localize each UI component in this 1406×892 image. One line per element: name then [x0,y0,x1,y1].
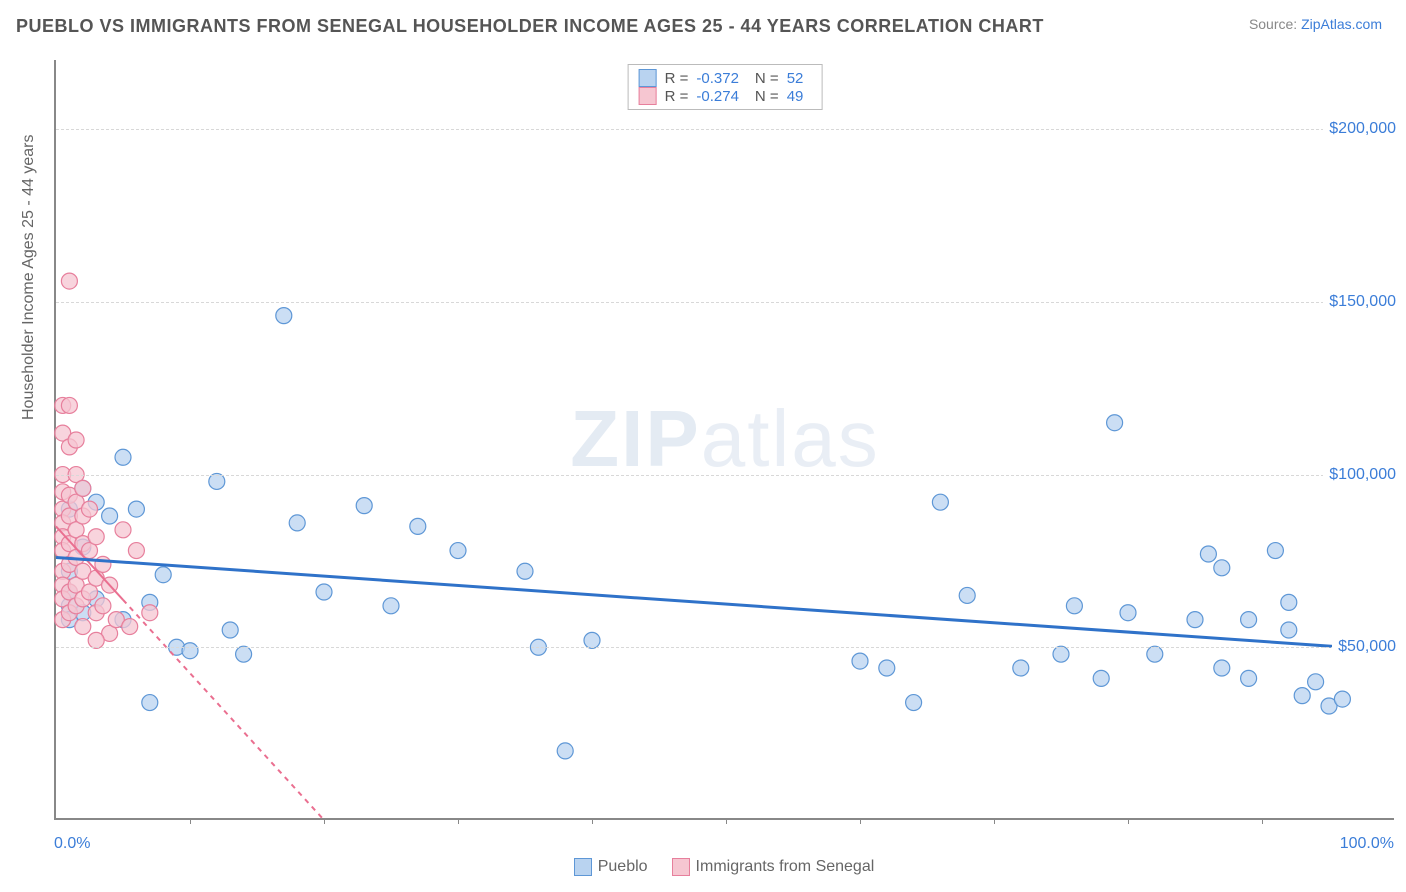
swatch-pueblo [574,858,592,876]
data-point [1214,660,1230,676]
gridline [56,647,1394,648]
chart-plot-area: ZIPatlas R = -0.372 N = 52 R = -0.274 N … [54,60,1394,820]
x-tick [860,818,861,824]
x-min-label: 0.0% [54,835,90,853]
data-point [122,619,138,635]
swatch-senegal [672,858,690,876]
x-tick [190,818,191,824]
data-point [1107,415,1123,431]
source-label: Source: [1249,16,1297,32]
data-point [932,494,948,510]
data-point [879,660,895,676]
data-point [557,743,573,759]
data-point [1147,646,1163,662]
data-point [383,598,399,614]
data-point [410,518,426,534]
data-point [115,522,131,538]
x-tick [324,818,325,824]
x-tick [592,818,593,824]
data-point [75,480,91,496]
data-point [209,473,225,489]
data-point [61,273,77,289]
x-tick [458,818,459,824]
data-point [1013,660,1029,676]
trend-line-pueblo [56,557,1396,650]
data-point [906,695,922,711]
data-point [1066,598,1082,614]
data-point [1214,560,1230,576]
x-max-label: 100.0% [1340,835,1394,853]
legend-item-pueblo: Pueblo [574,858,648,876]
data-point [128,543,144,559]
data-point [1241,612,1257,628]
data-point [289,515,305,531]
data-point [68,432,84,448]
gridline [56,302,1394,303]
data-point [1281,622,1297,638]
scatter-svg [56,60,1394,818]
source-attribution: Source: ZipAtlas.com [1249,16,1382,32]
data-point [1267,543,1283,559]
data-point [88,529,104,545]
data-point [95,598,111,614]
data-point [236,646,252,662]
data-point [450,543,466,559]
data-point [115,449,131,465]
x-tick [1262,818,1263,824]
data-point [316,584,332,600]
data-point [88,632,104,648]
data-point [852,653,868,669]
data-point [1281,594,1297,610]
y-tick-label: $50,000 [1332,638,1396,656]
x-tick [726,818,727,824]
x-tick [1128,818,1129,824]
data-point [1053,646,1069,662]
data-point [1093,670,1109,686]
data-point [155,567,171,583]
gridline [56,475,1394,476]
series-legend: Pueblo Immigrants from Senegal [54,858,1394,876]
data-point [1294,688,1310,704]
data-point [959,587,975,603]
series-label-pueblo: Pueblo [598,858,648,876]
data-point [95,556,111,572]
page-title: PUEBLO VS IMMIGRANTS FROM SENEGAL HOUSEH… [16,16,1044,37]
series-label-senegal: Immigrants from Senegal [696,858,875,876]
data-point [128,501,144,517]
data-point [517,563,533,579]
x-tick [994,818,995,824]
legend-item-senegal: Immigrants from Senegal [672,858,875,876]
data-point [61,397,77,413]
data-point [75,619,91,635]
data-point [584,632,600,648]
data-point [276,308,292,324]
data-point [356,498,372,514]
data-point [1120,605,1136,621]
data-point [102,508,118,524]
y-tick-label: $200,000 [1323,120,1396,138]
data-point [182,643,198,659]
data-point [82,501,98,517]
data-point [142,605,158,621]
data-point [142,695,158,711]
data-point [1308,674,1324,690]
y-axis-label: Householder Income Ages 25 - 44 years [20,135,38,421]
y-tick-label: $150,000 [1323,293,1396,311]
gridline [56,129,1394,130]
data-point [1334,691,1350,707]
data-point [222,622,238,638]
x-axis-labels: 0.0% 100.0% [54,835,1394,853]
source-link[interactable]: ZipAtlas.com [1301,16,1382,32]
data-point [1200,546,1216,562]
y-tick-label: $100,000 [1323,466,1396,484]
data-point [1187,612,1203,628]
data-point [1241,670,1257,686]
